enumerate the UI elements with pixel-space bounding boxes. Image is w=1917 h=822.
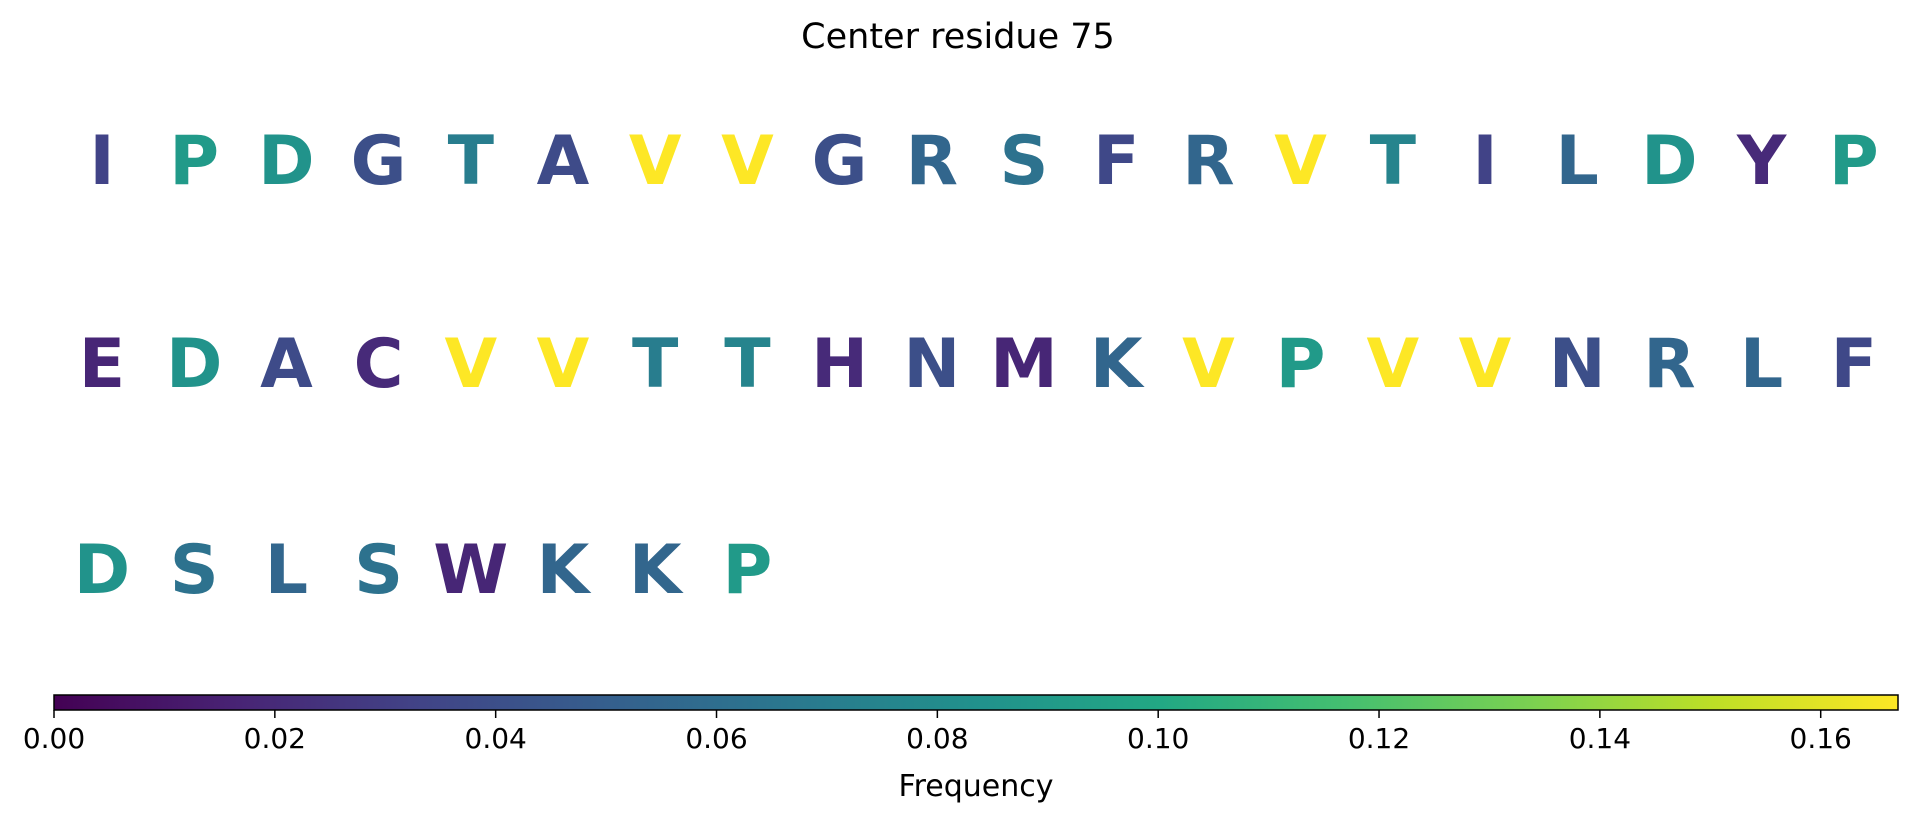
residue-letter: V	[721, 122, 774, 201]
residue-letter: M	[990, 325, 1058, 404]
residue-letter: L	[1740, 325, 1783, 404]
colorbar-tick-label: 0.10	[1127, 722, 1189, 755]
residue-letter: R	[906, 122, 958, 201]
residue-letter: D	[1641, 122, 1697, 201]
residue-letter: S	[1000, 122, 1049, 201]
residue-letter: R	[1182, 122, 1234, 201]
residue-letter: T	[632, 325, 679, 404]
residue-grid: I P D G T A V V G R S F R V T I L D Y PE D A C V V T T H N M K V P V V N R L F…	[74, 122, 1879, 610]
residue-letter: T	[1370, 122, 1417, 201]
residue-letter: F	[1093, 122, 1139, 201]
residue-letter: I	[89, 122, 114, 201]
residue-letter: R	[1643, 325, 1695, 404]
residue-letter: G	[812, 122, 868, 201]
colorbar-tick-label: 0.04	[465, 722, 527, 755]
colorbar-tick-label: 0.08	[906, 722, 968, 755]
residue-letter: P	[722, 531, 772, 610]
residue-letter: W	[433, 531, 508, 610]
residue-letter: C	[354, 325, 404, 404]
residue-letter: A	[260, 325, 313, 404]
colorbar-tick-label: 0.02	[244, 722, 306, 755]
chart-title: Center residue 75	[801, 17, 1115, 57]
residue-letter: L	[1556, 122, 1599, 201]
residue-letter: K	[629, 531, 684, 610]
colorbar-ticks: 0.00 0.02 0.04 0.06 0.08 0.10 0.12 0.14 0.16	[23, 710, 1852, 755]
residue-letter: P	[169, 122, 219, 201]
colorbar: 0.00 0.02 0.04 0.06 0.08 0.10 0.12 0.14 0.16 Fre…	[23, 694, 1899, 804]
residue-letter: K	[537, 531, 592, 610]
colorbar-tick-label: 0.06	[685, 722, 747, 755]
residue-letter: T	[724, 325, 771, 404]
residue-letter: E	[79, 325, 125, 404]
residue-letter: P	[1829, 122, 1879, 201]
colorbar-gradient	[53, 694, 1899, 711]
residue-letter: D	[258, 122, 314, 201]
residue-letter: V	[537, 325, 590, 404]
residue-letter: L	[265, 531, 308, 610]
residue-letter: D	[166, 325, 222, 404]
colorbar-tick-label: 0.00	[23, 722, 85, 755]
residue-letter: S	[170, 531, 219, 610]
residue-letter: V	[444, 325, 497, 404]
residue-letter: T	[448, 122, 495, 201]
residue-letter: V	[1366, 325, 1419, 404]
residue-letter: K	[1090, 325, 1145, 404]
residue-letter: N	[1549, 325, 1606, 404]
colorbar-tick-label: 0.12	[1348, 722, 1410, 755]
residue-letter: Y	[1736, 122, 1787, 201]
residue-letter: D	[74, 531, 130, 610]
residue-letter: G	[351, 122, 407, 201]
residue-letter: A	[537, 122, 590, 201]
residue-letter: N	[903, 325, 960, 404]
colorbar-tick-label: 0.14	[1569, 722, 1631, 755]
colorbar-tick-label: 0.16	[1790, 722, 1852, 755]
residue-letter: I	[1472, 122, 1497, 201]
residue-letter: S	[354, 531, 403, 610]
residue-letter: P	[1276, 325, 1326, 404]
residue-letter: V	[1182, 325, 1235, 404]
colorbar-label: Frequency	[899, 769, 1054, 804]
residue-letter: F	[1831, 325, 1877, 404]
residue-letter: V	[1459, 325, 1512, 404]
residue-letter: H	[811, 325, 868, 404]
residue-letter: V	[1274, 122, 1327, 201]
residue-letter: V	[629, 122, 682, 201]
